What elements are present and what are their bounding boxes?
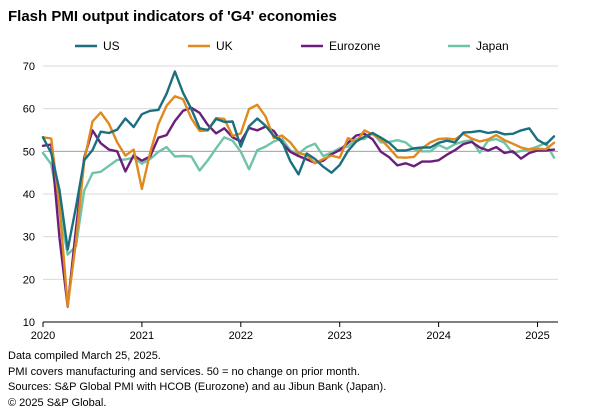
series-line-us xyxy=(41,70,556,251)
note-pmi-coverage: PMI covers manufacturing and services. 5… xyxy=(8,365,360,378)
y-axis: 10 20 30 40 50 60 70 xyxy=(23,61,35,329)
chart-notes: Data compiled March 25, 2025. PMI covers… xyxy=(8,349,386,411)
x-tick-label: 2020 xyxy=(31,330,55,342)
x-tick-label: 2022 xyxy=(229,330,253,342)
x-axis: 2020 2021 2022 2023 2024 2025 xyxy=(31,321,558,342)
y-tick-label: 40 xyxy=(23,189,35,201)
legend-label-uk: UK xyxy=(216,39,233,53)
y-tick-label: 50 xyxy=(23,146,35,158)
note-data-compiled: Data compiled March 25, 2025. xyxy=(8,350,161,362)
chart-gridlines xyxy=(43,65,558,280)
y-tick-label: 10 xyxy=(23,317,35,329)
series-line-eurozone xyxy=(41,106,556,308)
note-sources: Sources: S&P Global PMI with HCOB (Euroz… xyxy=(8,381,387,393)
y-tick-label: 60 xyxy=(23,104,35,116)
y-tick-label: 20 xyxy=(23,274,35,286)
chart-legend: US UK Eurozone Japan xyxy=(75,39,509,53)
y-tick-label: 70 xyxy=(23,61,35,73)
y-tick-label: 30 xyxy=(23,232,35,244)
legend-label-japan: Japan xyxy=(476,39,509,53)
x-tick-label: 2025 xyxy=(525,330,549,342)
page-title: Flash PMI output indicators of 'G4' econ… xyxy=(8,8,337,25)
chart-series-lines xyxy=(41,70,556,308)
legend-label-eurozone: Eurozone xyxy=(329,39,381,53)
note-copyright: © 2025 S&P Global. xyxy=(8,396,107,409)
legend-label-us: US xyxy=(103,39,120,53)
x-tick-label: 2024 xyxy=(426,330,450,342)
x-tick-label: 2023 xyxy=(327,330,351,342)
series-line-uk xyxy=(41,95,556,307)
x-tick-label: 2021 xyxy=(130,330,154,342)
